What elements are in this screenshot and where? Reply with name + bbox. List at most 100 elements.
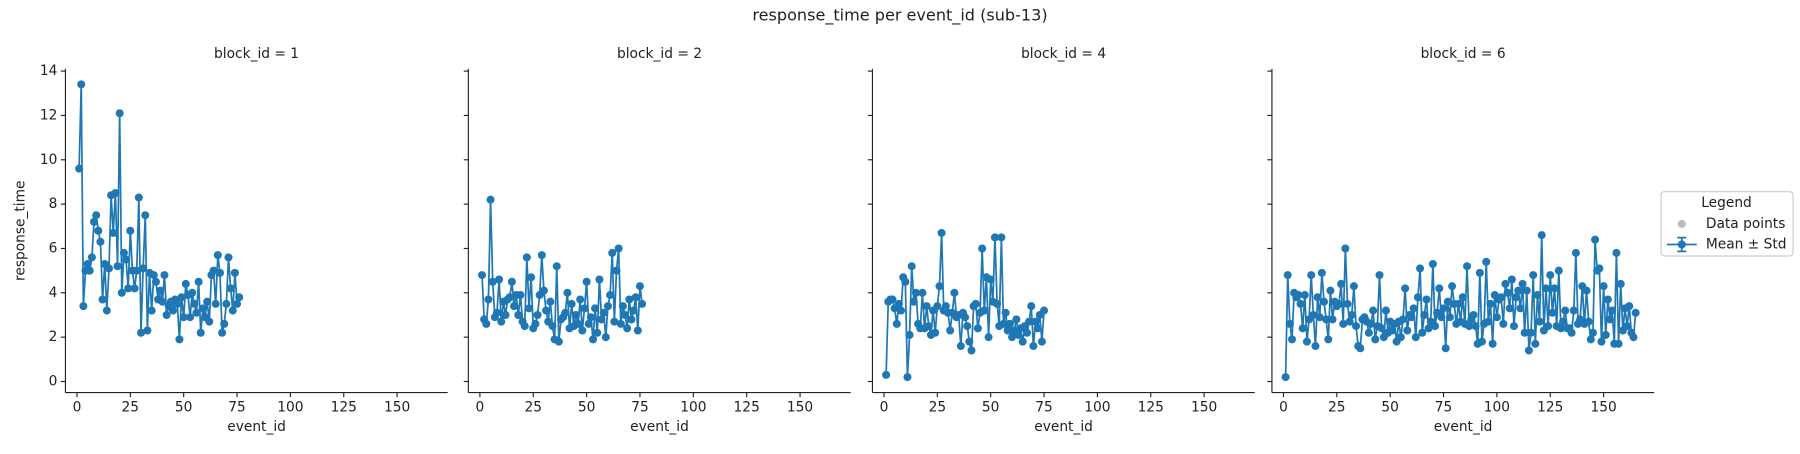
- data-point: [173, 299, 182, 308]
- data-point: [1537, 231, 1546, 240]
- data-point: [1381, 306, 1390, 315]
- data-point: [126, 226, 135, 235]
- data-point: [1582, 286, 1591, 295]
- data-point: [554, 337, 563, 346]
- data-point: [593, 328, 602, 337]
- data-point: [196, 328, 205, 337]
- data-point: [497, 317, 506, 326]
- data-point: [924, 322, 933, 331]
- data-point: [1001, 308, 1010, 317]
- data-point: [599, 308, 608, 317]
- data-point: [218, 328, 227, 337]
- data-point: [136, 328, 146, 337]
- data-point: [139, 264, 148, 273]
- data-point: [1428, 259, 1437, 269]
- data-point: [75, 164, 84, 173]
- data-point: [1298, 324, 1307, 333]
- data-point: [894, 299, 903, 308]
- data-point: [963, 322, 972, 331]
- data-point: [584, 319, 593, 328]
- data-point: [1334, 299, 1343, 308]
- data-point: [623, 324, 632, 333]
- data-point: [134, 193, 143, 202]
- data-point: [224, 253, 233, 262]
- data-point: [505, 293, 514, 302]
- data-point: [1544, 322, 1553, 331]
- data-point: [608, 248, 617, 257]
- data-point: [92, 211, 101, 220]
- data-point: [1509, 322, 1518, 331]
- data-point: [1396, 333, 1405, 342]
- y-tick-label: 10: [40, 152, 58, 168]
- data-point: [492, 308, 501, 317]
- x-tick-label: 50: [982, 400, 1000, 416]
- x-tick-label: 125: [1138, 400, 1164, 416]
- data-point: [79, 302, 88, 311]
- data-point: [501, 310, 510, 320]
- data-point: [1413, 293, 1422, 302]
- data-point: [1418, 328, 1427, 337]
- data-point: [1366, 319, 1375, 328]
- data-point: [177, 293, 186, 302]
- data-point: [1505, 304, 1514, 313]
- data-point: [539, 286, 548, 295]
- data-point: [119, 248, 128, 257]
- data-point: [967, 346, 976, 355]
- data-point: [978, 244, 987, 253]
- data-point: [104, 264, 113, 273]
- data-point: [186, 313, 195, 322]
- legend-box: [1660, 191, 1794, 257]
- data-point: [1285, 319, 1294, 328]
- data-point: [211, 299, 220, 308]
- data-point: [1420, 310, 1429, 320]
- data-point: [1616, 279, 1625, 288]
- data-point: [179, 313, 188, 322]
- data-point: [215, 268, 224, 277]
- data-point: [546, 297, 555, 306]
- data-point: [1612, 248, 1621, 257]
- y-tick-label: 12: [40, 107, 58, 123]
- data-point: [631, 293, 640, 302]
- data-point: [903, 373, 912, 382]
- data-point: [1503, 288, 1512, 297]
- data-point: [571, 310, 580, 320]
- data-point: [1608, 306, 1617, 315]
- x-tick-label: 100: [1484, 400, 1510, 416]
- data-point: [1488, 339, 1497, 348]
- data-point: [1443, 297, 1452, 306]
- data-point: [1031, 317, 1040, 326]
- data-point: [922, 302, 931, 311]
- data-point: [941, 302, 950, 311]
- data-point: [117, 288, 126, 297]
- data-point: [586, 313, 595, 322]
- data-point: [1437, 313, 1446, 322]
- data-point: [567, 299, 576, 308]
- data-point: [1037, 337, 1046, 346]
- data-point: [83, 259, 92, 269]
- data-point: [124, 284, 133, 293]
- data-point: [582, 277, 591, 286]
- data-point: [1409, 304, 1418, 313]
- data-point: [1371, 335, 1380, 344]
- data-point: [1341, 244, 1350, 253]
- data-point: [591, 304, 600, 313]
- data-point: [486, 195, 495, 204]
- data-point: [897, 306, 906, 315]
- data-point: [158, 297, 167, 306]
- data-point: [194, 277, 203, 286]
- data-point: [102, 306, 111, 315]
- data-point: [971, 299, 980, 308]
- x-tick-label: 100: [680, 400, 706, 416]
- x-axis-label: event_id: [1034, 419, 1093, 435]
- chart-title: response_time per event_id (sub-13): [752, 6, 1047, 26]
- panel-title: block_id = 4: [1021, 46, 1106, 62]
- data-point: [1377, 324, 1386, 333]
- data-point: [888, 295, 897, 304]
- data-point: [1514, 286, 1523, 295]
- data-point: [552, 262, 561, 271]
- data-point: [990, 233, 999, 242]
- data-point: [1439, 304, 1448, 313]
- data-point: [1317, 268, 1326, 277]
- data-point: [235, 293, 244, 302]
- data-point: [595, 275, 604, 284]
